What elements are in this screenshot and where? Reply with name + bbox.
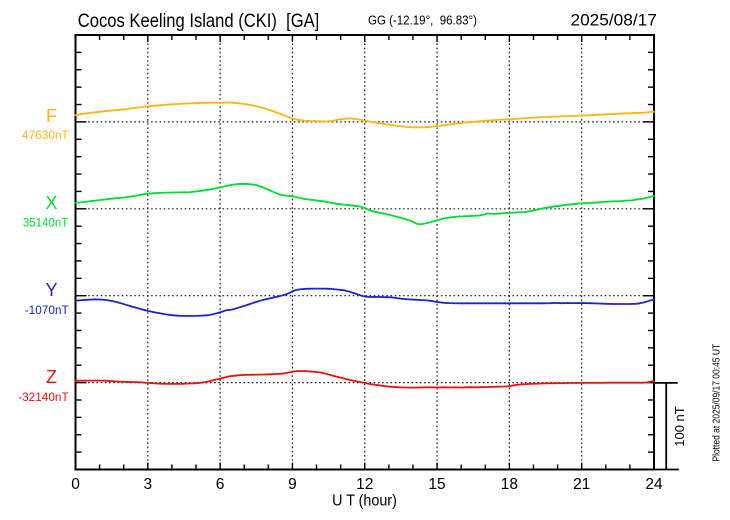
svg-text:35140nT: 35140nT [23, 215, 69, 229]
svg-text:47630nT: 47630nT [22, 128, 69, 142]
svg-text:0: 0 [71, 476, 80, 493]
svg-text:24: 24 [645, 476, 663, 493]
svg-text:18: 18 [501, 476, 518, 493]
svg-text:Z: Z [46, 367, 57, 387]
svg-text:Plotted at 2025/09/17 00:45 UT: Plotted at 2025/09/17 00:45 UT [710, 343, 722, 461]
svg-text:Cocos Keeling Island (CKI) [G: Cocos Keeling Island (CKI) [GA] [78, 11, 319, 32]
svg-text:3: 3 [143, 476, 152, 493]
svg-text:6: 6 [216, 476, 225, 493]
svg-text:15: 15 [428, 476, 445, 493]
svg-text:9: 9 [288, 476, 297, 493]
svg-text:GG (-12.19°, 96.83°): GG (-12.19°, 96.83°) [368, 13, 477, 28]
svg-text:100 nT: 100 nT [672, 406, 687, 447]
svg-text:U T (hour): U T (hour) [332, 493, 397, 510]
svg-text:21: 21 [573, 476, 590, 493]
svg-text:2025/08/17: 2025/08/17 [571, 11, 657, 30]
svg-text:-32140nT: -32140nT [18, 390, 69, 404]
svg-text:Y: Y [45, 280, 57, 300]
svg-text:X: X [45, 193, 57, 213]
svg-text:12: 12 [356, 476, 373, 493]
svg-text:F: F [46, 106, 57, 126]
svg-text:-1070nT: -1070nT [25, 303, 70, 317]
